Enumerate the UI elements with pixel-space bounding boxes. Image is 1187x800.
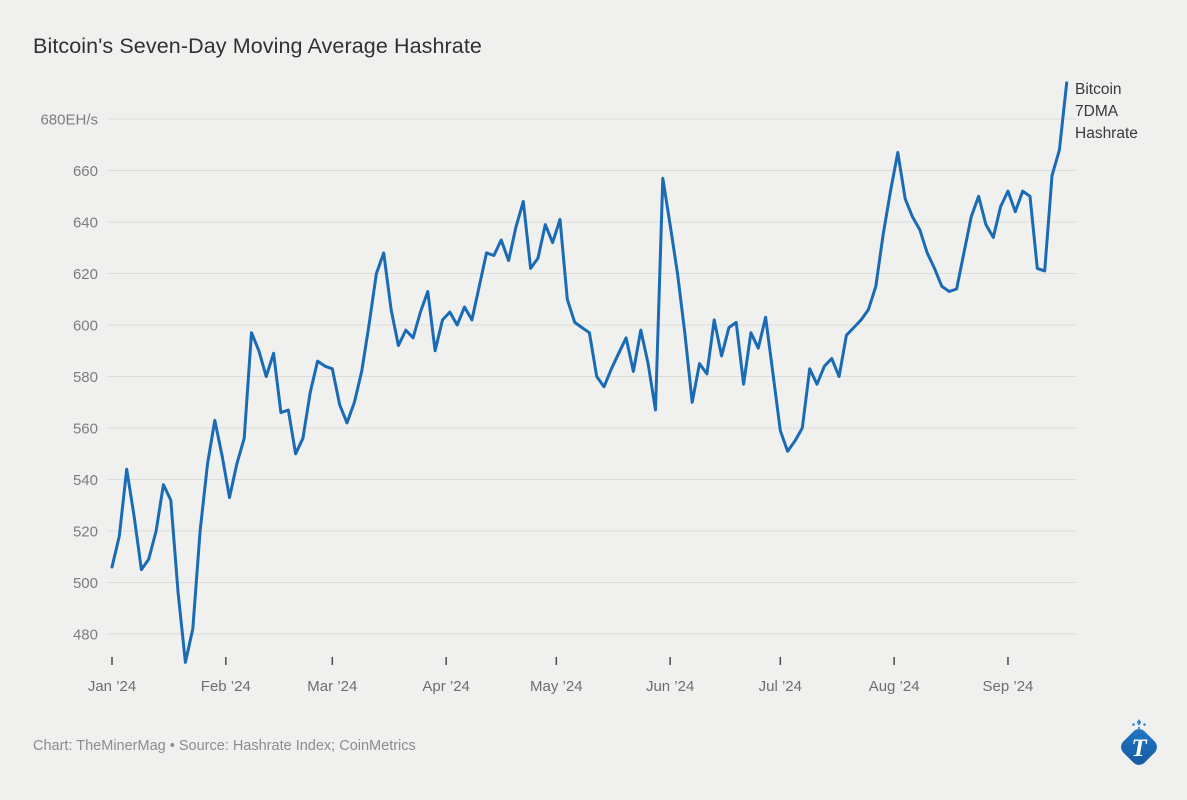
x-axis-label: Mar ’24 bbox=[307, 678, 357, 695]
y-axis-label: 520 bbox=[73, 524, 98, 541]
y-axis-label: 500 bbox=[73, 575, 98, 592]
y-axis-label: 540 bbox=[73, 472, 98, 489]
y-axis-label: 620 bbox=[73, 266, 98, 283]
x-axis-label: May ’24 bbox=[530, 678, 583, 695]
series-legend: Bitcoin 7DMA Hashrate bbox=[1075, 79, 1138, 145]
x-axis-label: Jun ’24 bbox=[646, 678, 694, 695]
y-axis-label: 580 bbox=[73, 369, 98, 386]
y-axis-label: 680EH/s bbox=[40, 112, 98, 129]
legend-line-3: Hashrate bbox=[1075, 125, 1138, 142]
x-axis-label: Apr ’24 bbox=[422, 678, 470, 695]
y-axis-label: 560 bbox=[73, 421, 98, 438]
y-axis-label: 660 bbox=[73, 163, 98, 180]
y-axis-label: 600 bbox=[73, 318, 98, 335]
x-axis-label: Feb ’24 bbox=[201, 678, 251, 695]
theminermag-logo: T bbox=[1121, 719, 1157, 765]
legend-line-1: Bitcoin bbox=[1075, 81, 1122, 98]
logo-sparkle-icon bbox=[1132, 719, 1146, 730]
y-axis-label: 480 bbox=[73, 627, 98, 644]
x-axis-label: Jan ’24 bbox=[88, 678, 136, 695]
logo-pickaxe-letter: T bbox=[1131, 735, 1148, 762]
x-axis-label: Sep ’24 bbox=[983, 678, 1034, 695]
logo-diamond bbox=[1121, 729, 1157, 765]
x-axis-label: Jul ’24 bbox=[759, 678, 802, 695]
legend-line-2: 7DMA bbox=[1075, 103, 1119, 120]
x-axis-label: Aug ’24 bbox=[869, 678, 920, 695]
y-axis-label: 640 bbox=[73, 215, 98, 232]
chart-title: Bitcoin's Seven-Day Moving Average Hashr… bbox=[33, 34, 482, 58]
series-line-bitcoin-7dma[interactable] bbox=[110, 81, 1069, 664]
chart-credit: Chart: TheMinerMag • Source: Hashrate In… bbox=[33, 738, 416, 754]
